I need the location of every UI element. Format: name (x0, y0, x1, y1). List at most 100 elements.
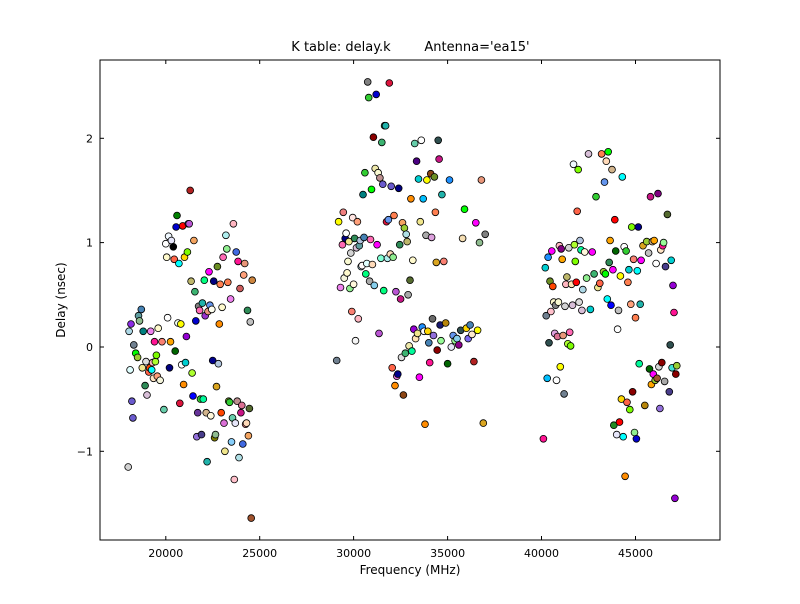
data-point (645, 365, 654, 373)
data-point (561, 302, 569, 311)
data-point (543, 374, 551, 383)
data-point (617, 395, 626, 403)
data-point (657, 358, 666, 367)
data-point (601, 270, 610, 278)
data-point (406, 276, 414, 285)
data-point (468, 330, 476, 339)
data-point (416, 217, 425, 226)
plot-frame (99, 59, 721, 541)
data-point (477, 176, 486, 184)
data-point (361, 270, 370, 278)
data-point (578, 306, 586, 315)
data-point (393, 370, 402, 378)
data-point (181, 358, 190, 367)
data-point (390, 211, 398, 220)
data-point (162, 239, 170, 248)
data-point (154, 324, 163, 333)
y-tick-label: 0 (86, 341, 93, 354)
data-point (342, 229, 350, 238)
data-point (637, 256, 645, 265)
data-point (372, 90, 381, 99)
data-point (156, 376, 164, 385)
data-point (211, 430, 220, 439)
data-point (548, 282, 557, 291)
data-point (429, 331, 438, 340)
x-tick-label: 45000 (618, 547, 653, 560)
data-point (218, 303, 226, 312)
data-point (354, 314, 363, 323)
data-point (466, 321, 474, 329)
data-point (147, 366, 156, 374)
data-point (430, 173, 439, 181)
data-point (636, 300, 644, 309)
data-point (242, 419, 251, 427)
data-point (621, 472, 629, 481)
data-point (600, 178, 609, 186)
x-tick-label: 20000 (148, 547, 183, 560)
data-point (640, 401, 649, 410)
data-point (172, 223, 180, 231)
y-tick-label: 1 (86, 237, 93, 250)
data-point (631, 313, 640, 322)
data-point (183, 248, 192, 256)
data-point (545, 338, 553, 347)
data-point (332, 356, 341, 365)
data-point (644, 249, 653, 257)
data-point (672, 361, 681, 370)
data-point (389, 253, 397, 262)
data-point (381, 121, 390, 130)
data-point (413, 329, 422, 338)
data-point (221, 447, 229, 456)
data-point (226, 295, 235, 303)
data-point (595, 279, 604, 288)
data-point (167, 236, 176, 245)
data-point (133, 353, 142, 362)
data-point (630, 428, 639, 437)
data-point (659, 238, 668, 247)
data-point (364, 93, 373, 102)
data-point (427, 233, 436, 242)
data-point (195, 306, 204, 315)
data-point (443, 359, 452, 368)
data-point (556, 362, 565, 371)
data-point (124, 463, 132, 471)
data-point (240, 259, 249, 268)
data-point (176, 399, 184, 408)
data-point (671, 494, 679, 503)
data-point (408, 347, 416, 355)
data-point (604, 148, 612, 156)
data-point (611, 247, 620, 255)
data-point (129, 414, 137, 422)
data-point (348, 213, 357, 222)
data-point (671, 370, 680, 378)
data-point (197, 430, 206, 439)
data-point (216, 280, 225, 289)
data-point (445, 176, 454, 184)
data-point (160, 405, 168, 414)
data-point (151, 357, 160, 366)
data-point (590, 270, 598, 278)
data-point (597, 150, 606, 158)
data-point (663, 210, 672, 219)
data-point (441, 319, 450, 327)
data-point (625, 265, 633, 274)
data-point (625, 405, 634, 414)
data-point (428, 314, 437, 323)
data-point (158, 337, 166, 346)
data-point (345, 237, 353, 246)
data-point (473, 326, 482, 335)
data-point (402, 230, 411, 239)
data-point (580, 248, 589, 256)
data-point (219, 253, 227, 262)
data-point (368, 260, 377, 269)
data-point (432, 258, 441, 267)
data-point (230, 475, 239, 484)
data-point (170, 255, 179, 264)
data-point (539, 434, 548, 443)
data-point (370, 281, 379, 290)
data-point (207, 411, 215, 420)
data-point (377, 138, 386, 147)
data-point (385, 79, 394, 87)
data-point (208, 305, 216, 314)
data-point (182, 332, 191, 341)
